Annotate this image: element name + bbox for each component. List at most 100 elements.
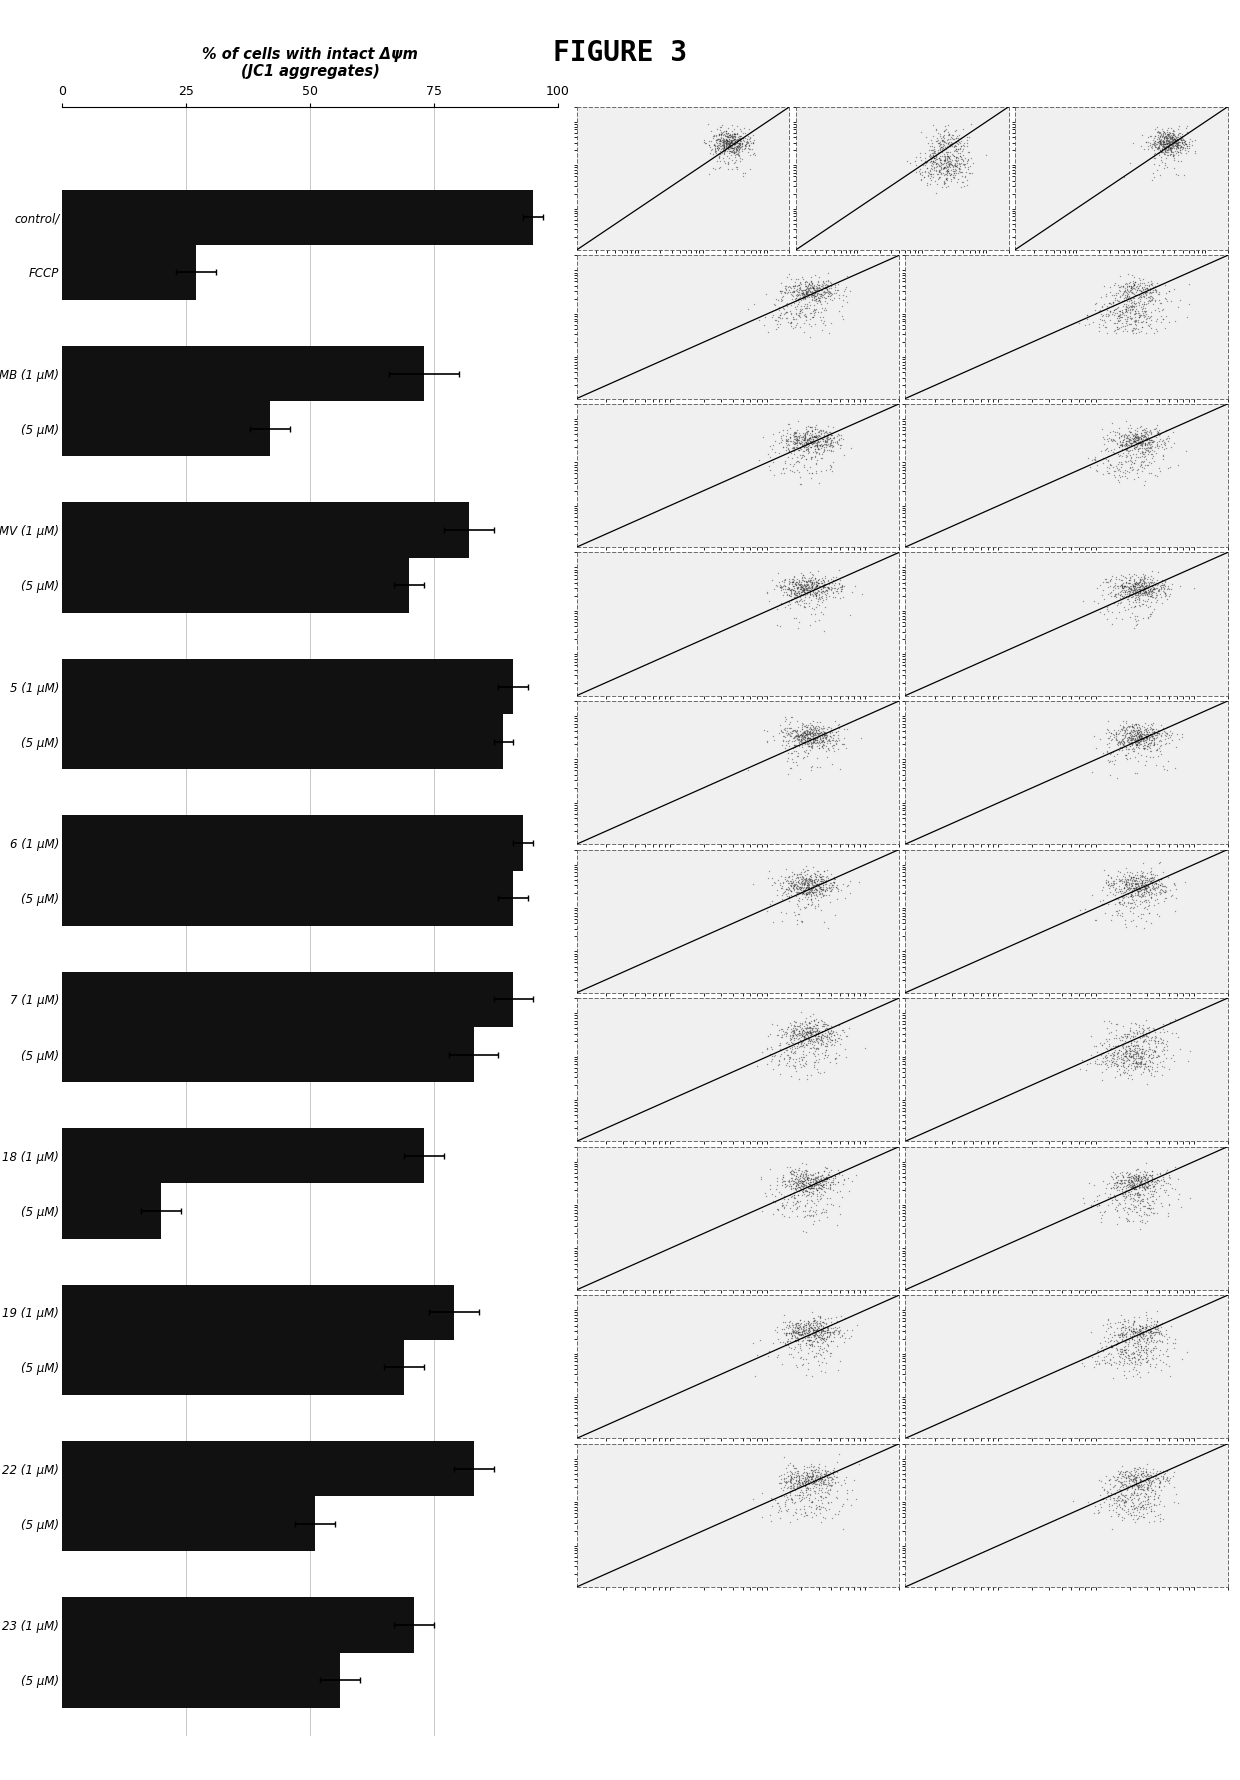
Point: [1135, 1493, 1154, 1522]
Point: [1105, 1467, 1125, 1495]
Point: [795, 717, 815, 746]
Point: [1089, 297, 1109, 326]
Point: [817, 721, 837, 749]
Point: [1125, 1164, 1145, 1193]
Point: [781, 1011, 801, 1040]
Point: [1141, 714, 1161, 742]
Point: [733, 135, 753, 164]
Point: [1130, 1463, 1149, 1492]
Point: [812, 425, 832, 454]
Point: [921, 125, 941, 153]
Point: [722, 128, 742, 157]
Point: [830, 1314, 849, 1342]
Point: [795, 267, 815, 295]
Point: [804, 570, 823, 598]
Point: [1141, 313, 1161, 342]
Point: [786, 717, 806, 746]
Point: [801, 1020, 821, 1048]
Point: [1156, 119, 1176, 148]
Point: [1156, 582, 1176, 611]
Point: [1123, 906, 1143, 934]
Point: [1171, 125, 1190, 153]
Point: [801, 1314, 821, 1342]
Point: [1114, 429, 1133, 457]
Point: [1089, 1499, 1109, 1527]
Point: [780, 1479, 800, 1508]
Point: [1127, 726, 1147, 755]
Point: [1132, 723, 1152, 751]
Point: [1123, 299, 1143, 328]
Point: [782, 1182, 802, 1210]
Point: [776, 746, 796, 774]
Point: [1116, 870, 1136, 899]
Point: [1156, 126, 1176, 155]
Point: [1096, 1056, 1116, 1084]
Point: [817, 1463, 837, 1492]
Point: [1121, 1472, 1141, 1501]
Point: [1146, 571, 1166, 600]
Point: [787, 899, 807, 927]
Point: [1114, 1346, 1133, 1374]
Point: [1126, 730, 1146, 758]
Point: [813, 870, 833, 899]
Point: [1131, 872, 1151, 901]
Point: [801, 1456, 821, 1485]
Point: [1130, 1319, 1149, 1347]
Point: [789, 732, 808, 760]
Point: [1157, 125, 1177, 153]
Point: [768, 1166, 787, 1194]
Point: [951, 142, 971, 171]
Point: [724, 123, 744, 151]
Point: [1136, 876, 1156, 904]
Point: [1125, 1175, 1145, 1203]
Point: [1157, 144, 1177, 173]
Point: [1085, 1047, 1105, 1075]
Point: [1110, 276, 1130, 304]
Point: [790, 1177, 810, 1205]
Point: [771, 573, 791, 602]
Point: [1112, 878, 1132, 906]
Point: [1115, 870, 1135, 899]
Point: [777, 580, 797, 609]
Point: [723, 134, 743, 162]
Point: [781, 1463, 801, 1492]
Point: [1130, 303, 1149, 331]
Point: [1110, 598, 1130, 627]
Point: [940, 160, 960, 189]
Point: [719, 130, 739, 158]
Point: [770, 294, 790, 322]
Point: [1159, 141, 1179, 169]
Point: [804, 714, 823, 742]
Point: [816, 1477, 836, 1506]
Point: [1135, 885, 1154, 913]
Point: [786, 285, 806, 313]
Point: [1147, 1483, 1167, 1511]
Point: [1096, 568, 1116, 596]
Point: [1146, 1472, 1166, 1501]
Point: [1110, 262, 1130, 290]
Point: [1114, 1317, 1133, 1346]
Point: [810, 1324, 830, 1353]
Point: [748, 1052, 768, 1080]
Point: [928, 169, 947, 198]
Point: [789, 1321, 808, 1349]
Point: [1137, 1303, 1157, 1331]
Point: [1109, 719, 1128, 748]
Point: [800, 1202, 820, 1230]
Point: [801, 1161, 821, 1189]
Point: [1153, 123, 1173, 151]
Point: [1126, 1460, 1146, 1488]
Point: [1167, 1479, 1187, 1508]
Point: [1163, 123, 1183, 151]
Point: [930, 148, 950, 176]
Point: [699, 130, 719, 158]
Point: [830, 1319, 849, 1347]
Point: [773, 454, 792, 482]
Point: [1142, 863, 1162, 892]
Point: [714, 132, 734, 160]
Point: [785, 1189, 805, 1218]
Point: [792, 577, 812, 605]
Point: [934, 135, 954, 164]
Point: [808, 434, 828, 463]
Point: [766, 285, 786, 313]
